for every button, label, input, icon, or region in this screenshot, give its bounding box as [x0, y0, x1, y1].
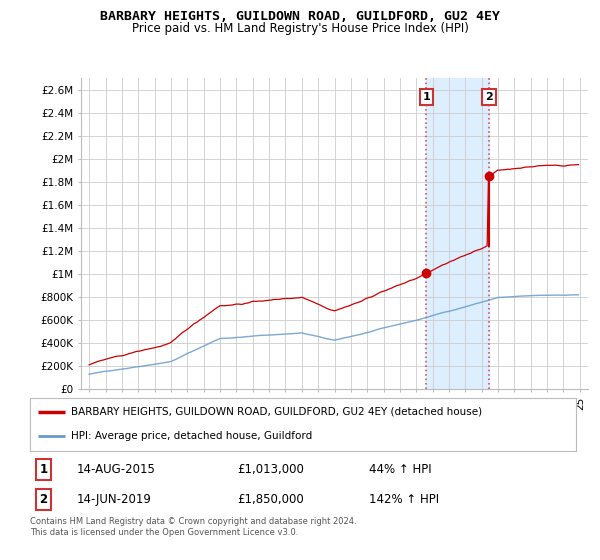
Text: £1,013,000: £1,013,000: [238, 463, 304, 476]
Text: 2: 2: [40, 493, 48, 506]
Text: 142% ↑ HPI: 142% ↑ HPI: [368, 493, 439, 506]
Text: 2: 2: [485, 92, 493, 102]
Text: 1: 1: [422, 92, 430, 102]
Text: 1: 1: [40, 463, 48, 476]
Text: 44% ↑ HPI: 44% ↑ HPI: [368, 463, 431, 476]
Text: 14-AUG-2015: 14-AUG-2015: [76, 463, 155, 476]
Text: BARBARY HEIGHTS, GUILDOWN ROAD, GUILDFORD, GU2 4EY (detached house): BARBARY HEIGHTS, GUILDOWN ROAD, GUILDFOR…: [71, 407, 482, 417]
Text: BARBARY HEIGHTS, GUILDOWN ROAD, GUILDFORD, GU2 4EY: BARBARY HEIGHTS, GUILDOWN ROAD, GUILDFOR…: [100, 10, 500, 22]
Text: HPI: Average price, detached house, Guildford: HPI: Average price, detached house, Guil…: [71, 431, 312, 441]
Text: £1,850,000: £1,850,000: [238, 493, 304, 506]
Text: 14-JUN-2019: 14-JUN-2019: [76, 493, 151, 506]
Text: Price paid vs. HM Land Registry's House Price Index (HPI): Price paid vs. HM Land Registry's House …: [131, 22, 469, 35]
Text: This data is licensed under the Open Government Licence v3.0.: This data is licensed under the Open Gov…: [30, 528, 298, 536]
Text: Contains HM Land Registry data © Crown copyright and database right 2024.: Contains HM Land Registry data © Crown c…: [30, 517, 356, 526]
Bar: [427, 78, 489, 389]
